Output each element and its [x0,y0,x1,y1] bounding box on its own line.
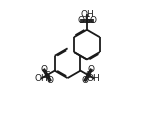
Text: OH: OH [35,74,48,83]
Text: S: S [44,71,50,80]
Text: OH: OH [87,74,100,83]
Text: O: O [40,65,47,74]
Text: O: O [90,16,97,25]
Text: O: O [88,65,95,74]
Text: O: O [47,76,54,85]
Text: S: S [85,71,91,80]
Text: S: S [84,16,90,25]
Text: OH: OH [80,10,94,19]
Text: O: O [82,76,88,85]
Text: O: O [77,16,84,25]
